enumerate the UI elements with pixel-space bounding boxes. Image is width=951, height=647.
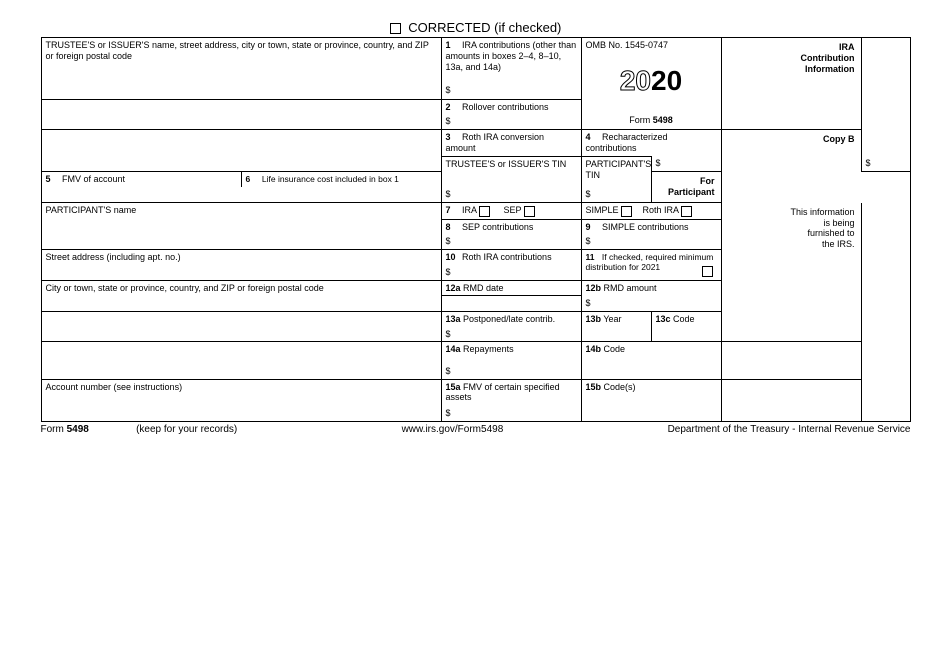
box-5[interactable]: 5 FMV of account bbox=[41, 172, 241, 187]
participant-tin[interactable]: PARTICIPANT'S TIN bbox=[581, 156, 651, 187]
trustee-address-box[interactable]: TRUSTEE'S or ISSUER'S name, street addre… bbox=[41, 38, 441, 100]
box-14a[interactable]: 14a Repayments bbox=[441, 342, 581, 357]
sep-checkbox[interactable] bbox=[524, 206, 535, 217]
street-address[interactable]: Street address (including apt. no.) bbox=[41, 250, 441, 281]
box-10-dollar: $ bbox=[441, 265, 581, 280]
box-12b-dollar: $ bbox=[581, 296, 721, 311]
ira-checkbox[interactable] bbox=[479, 206, 490, 217]
box-3[interactable]: 3 Roth IRA conversion amount bbox=[441, 130, 581, 157]
box-13c[interactable]: 13c Code bbox=[651, 311, 721, 342]
form-5498: CORRECTED (if checked) TRUSTEE'S or ISSU… bbox=[41, 20, 911, 435]
trustee-spacer bbox=[41, 130, 441, 172]
box-1-dollar: $ bbox=[441, 83, 581, 99]
box-9-dollar: $ bbox=[581, 234, 721, 249]
box-12a-spacer bbox=[441, 296, 581, 311]
box-15a[interactable]: 15a FMV of certain specified assets bbox=[441, 379, 581, 405]
box-8-dollar: $ bbox=[441, 234, 581, 249]
box-11: 11 If checked, required minimum distribu… bbox=[581, 250, 721, 281]
box-8[interactable]: 8 SEP contributions bbox=[441, 219, 581, 234]
box-7-right: SIMPLE Roth IRA bbox=[581, 203, 721, 219]
box-15b[interactable]: 15b Code(s) bbox=[581, 379, 721, 421]
title-spacer bbox=[721, 99, 861, 130]
simple-checkbox[interactable] bbox=[621, 206, 632, 217]
box-2[interactable]: 2 Rollover contributions bbox=[441, 99, 581, 114]
box-10[interactable]: 10 Roth IRA contributions bbox=[441, 250, 581, 265]
box-2-dollar: $ bbox=[441, 114, 581, 129]
box-13b[interactable]: 13b Year bbox=[581, 311, 651, 342]
account-number[interactable]: Account number (see instructions) bbox=[41, 379, 441, 421]
irs-notice: This information is being furnished to t… bbox=[721, 203, 861, 342]
trustee-address-cont bbox=[41, 99, 441, 130]
copy-b: Copy B bbox=[721, 130, 861, 172]
corrected-header: CORRECTED (if checked) bbox=[41, 20, 911, 37]
box-3-dollar: $ bbox=[651, 156, 721, 171]
box-12a[interactable]: 12a RMD date bbox=[441, 280, 581, 296]
right-spacer2 bbox=[721, 379, 861, 421]
corrected-label: CORRECTED (if checked) bbox=[408, 20, 561, 35]
city-address[interactable]: City or town, state or province, country… bbox=[41, 280, 441, 311]
rmd-checkbox[interactable] bbox=[702, 266, 713, 277]
box-5-dollar: $ bbox=[441, 187, 581, 203]
box-14b[interactable]: 14b Code bbox=[581, 342, 721, 379]
participant-name[interactable]: PARTICIPANT'S name bbox=[41, 203, 441, 250]
tin-spacer bbox=[41, 187, 441, 203]
corrected-checkbox[interactable] bbox=[390, 23, 401, 34]
box-12b[interactable]: 12b RMD amount bbox=[581, 280, 721, 296]
box-4[interactable]: 4 Recharacterized contributions bbox=[581, 130, 721, 157]
box-13a[interactable]: 13a Postponed/late contrib. bbox=[441, 311, 581, 326]
box-7-left: 7 IRA SEP bbox=[441, 203, 581, 219]
form-title: IRA Contribution Information bbox=[721, 38, 861, 100]
box-4-dollar: $ bbox=[861, 156, 910, 171]
form-footer: Form 5498 (keep for your records) www.ir… bbox=[41, 422, 911, 435]
tax-year: 2020 bbox=[581, 56, 721, 100]
right-spacer1 bbox=[721, 342, 861, 379]
form-number-center: Form 5498 bbox=[581, 99, 721, 130]
omb-number: OMB No. 1545-0747 bbox=[581, 38, 721, 56]
box-13a-dollar: $ bbox=[441, 327, 581, 342]
box-1[interactable]: 1 IRA contributions (other than amounts … bbox=[441, 38, 581, 84]
blank-left bbox=[41, 342, 441, 379]
box-6[interactable]: 6 Life insurance cost included in box 1 bbox=[241, 172, 581, 187]
box-9[interactable]: 9 SIMPLE contributions bbox=[581, 219, 721, 234]
form-table: TRUSTEE'S or ISSUER'S name, street addre… bbox=[41, 37, 911, 422]
rothira-checkbox[interactable] bbox=[681, 206, 692, 217]
city-spacer bbox=[41, 311, 441, 342]
box-14a-dollar: $ bbox=[441, 357, 581, 379]
box-15a-dollar: $ bbox=[441, 405, 581, 421]
